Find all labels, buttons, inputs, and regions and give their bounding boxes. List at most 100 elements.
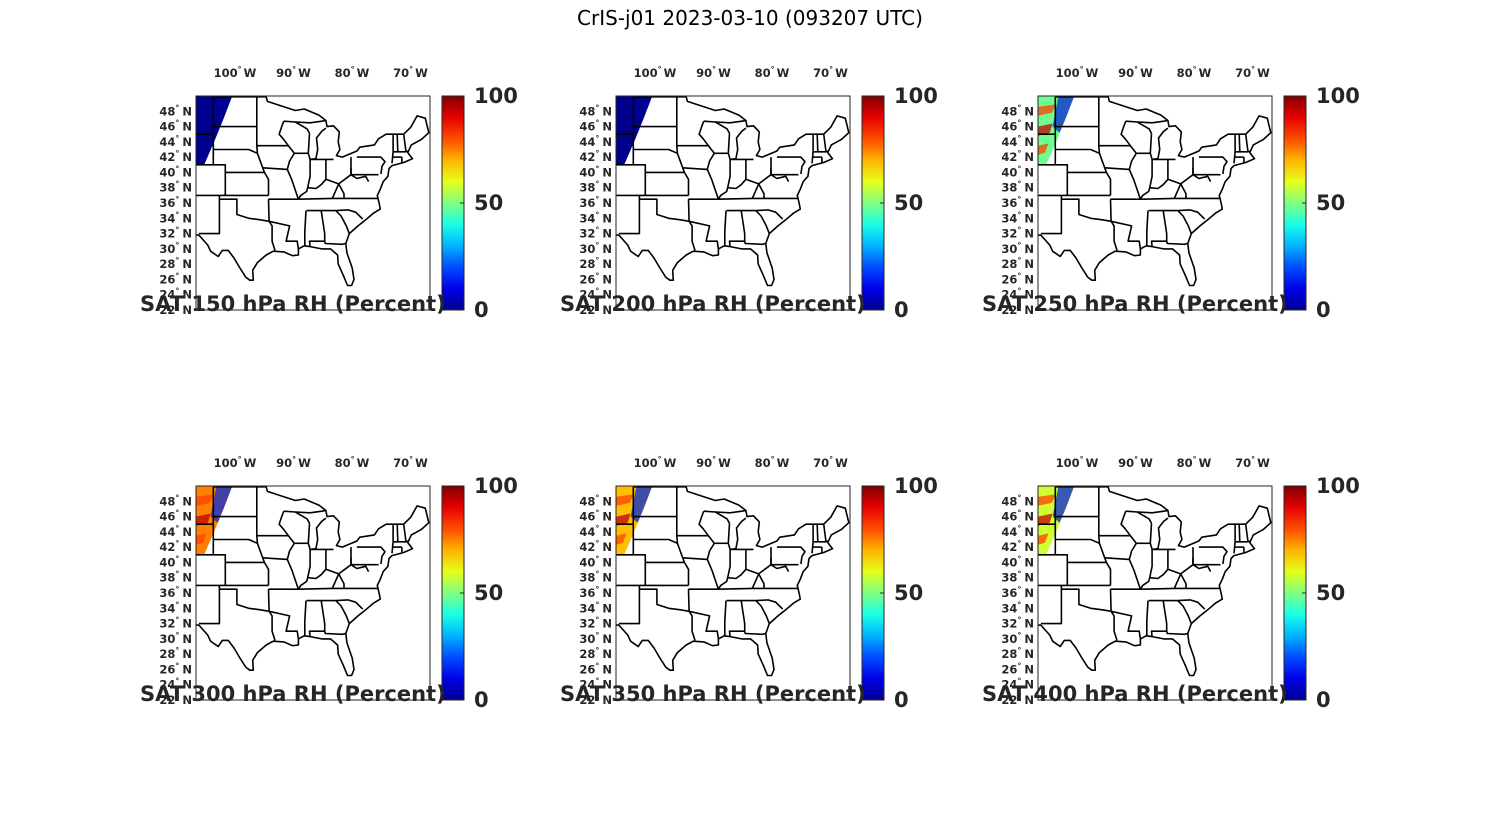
rh-band (1038, 494, 1056, 506)
state-border (225, 486, 266, 564)
lat-tick-label: 46° N (579, 509, 612, 524)
state-border (286, 559, 300, 590)
state-border (196, 554, 227, 586)
state-border (278, 120, 290, 147)
lat-tick-label: 48° N (1001, 493, 1034, 508)
state-border (1139, 549, 1153, 590)
state-border (268, 610, 276, 641)
rh-band-dry (1052, 96, 1075, 133)
state-border (402, 524, 407, 542)
lat-tick-label: 32° N (159, 226, 192, 241)
state-border (745, 157, 772, 185)
state-border (1173, 573, 1182, 589)
state-border (335, 210, 351, 234)
coastline (616, 486, 850, 677)
state-border (278, 510, 290, 537)
lat-tick-label: 42° N (1001, 539, 1034, 554)
lon-tick-label: 100° W (1056, 65, 1099, 80)
panel-350-hpa: 100° W 90° W 80° W 70° W 48° N 46° N 44° N 42° N 40° N 38°… (560, 450, 980, 750)
state-border (262, 535, 296, 561)
state-border (683, 171, 690, 196)
state-border (1165, 630, 1188, 636)
map-200-hpa: 100° W 90° W 80° W 70° W 48° N46° N44° N42° N40° N38°… (579, 65, 937, 322)
state-border (724, 210, 727, 246)
rh-swath (196, 96, 233, 165)
lat-tick-label: 26° N (1001, 661, 1034, 676)
state-border (219, 588, 270, 613)
lat-tick-label: 44° N (159, 524, 192, 539)
colorbar-tick-label: 100 (474, 84, 518, 108)
lon-tick-label: 90° W (696, 455, 731, 470)
state-border (306, 209, 364, 220)
state-border (1038, 164, 1069, 196)
lat-tick-label: 48° N (579, 493, 612, 508)
colorbar-tick-label: 50 (894, 581, 923, 605)
state-border (618, 585, 641, 625)
lon-tick-label: 70° W (1235, 65, 1270, 80)
rh-band (196, 494, 214, 506)
state-border (1244, 134, 1249, 152)
state-border (294, 511, 311, 524)
map-border (1037, 95, 1273, 311)
state-border (1244, 524, 1249, 542)
lat-tick-label: 46° N (1001, 509, 1034, 524)
state-border (294, 121, 311, 134)
state-border (1038, 554, 1069, 586)
lat-tick-label: 26° N (579, 271, 612, 286)
lat-tick-label: 34° N (1001, 210, 1034, 225)
state-border (1105, 561, 1112, 586)
state-border (297, 159, 311, 200)
lat-tick-label: 36° N (159, 195, 192, 210)
state-border (325, 157, 352, 185)
map-frame (616, 96, 850, 310)
lat-tick-label: 34° N (579, 210, 612, 225)
lat-tick-label: 40° N (1001, 554, 1034, 569)
map-content (1038, 486, 1272, 677)
state-border (298, 197, 378, 200)
state-border (1120, 510, 1132, 537)
state-border (267, 199, 300, 250)
state-border (687, 589, 720, 640)
state-border (1061, 198, 1112, 223)
state-border (682, 145, 716, 171)
panel-150-hpa: 100° W 90° W 80° W 70° W 48° N 46° N 44° N 42° N 40° N 38°… (140, 60, 560, 360)
state-border (639, 198, 690, 223)
lat-tick-label: 26° N (159, 661, 192, 676)
panel-title-150: SAT 150 hPa RH (Percent) (140, 292, 446, 316)
lon-tick-label: 70° W (393, 455, 428, 470)
state-border (1140, 587, 1220, 590)
rh-band-dry (210, 486, 233, 523)
state-border (337, 183, 345, 199)
lat-tick-label: 24° N (579, 287, 612, 302)
state-border (1149, 159, 1169, 190)
state-border (198, 585, 221, 625)
lake-shoreline (307, 127, 327, 161)
lat-tick-label: 22° N (579, 692, 612, 707)
lake-shoreline (1149, 517, 1169, 551)
state-border (1238, 134, 1241, 152)
state-border (396, 134, 399, 152)
state-border (726, 599, 784, 610)
lat-tick-label: 48° N (159, 103, 192, 118)
lat-tick-label: 38° N (579, 180, 612, 195)
rh-swath (616, 96, 653, 165)
map-content (196, 96, 430, 287)
state-border (356, 156, 386, 175)
panel-title-200: SAT 200 hPa RH (Percent) (560, 292, 866, 316)
state-border (198, 195, 221, 235)
panel-title-300: SAT 300 hPa RH (Percent) (140, 682, 446, 706)
state-border (1105, 171, 1112, 196)
state-border (1110, 220, 1118, 251)
rh-band (1038, 533, 1049, 545)
lat-tick-label: 42° N (1001, 149, 1034, 164)
state-border (633, 148, 678, 155)
state-border (297, 549, 311, 590)
colorbar-tick-label: 0 (1316, 298, 1331, 322)
lat-tick-label: 30° N (579, 631, 612, 646)
lat-tick-label: 28° N (1001, 256, 1034, 271)
lat-tick-label: 24° N (1001, 677, 1034, 692)
state-border (718, 197, 798, 200)
lat-tick-label: 38° N (1001, 570, 1034, 585)
state-border (225, 96, 266, 174)
state-border (724, 600, 727, 636)
